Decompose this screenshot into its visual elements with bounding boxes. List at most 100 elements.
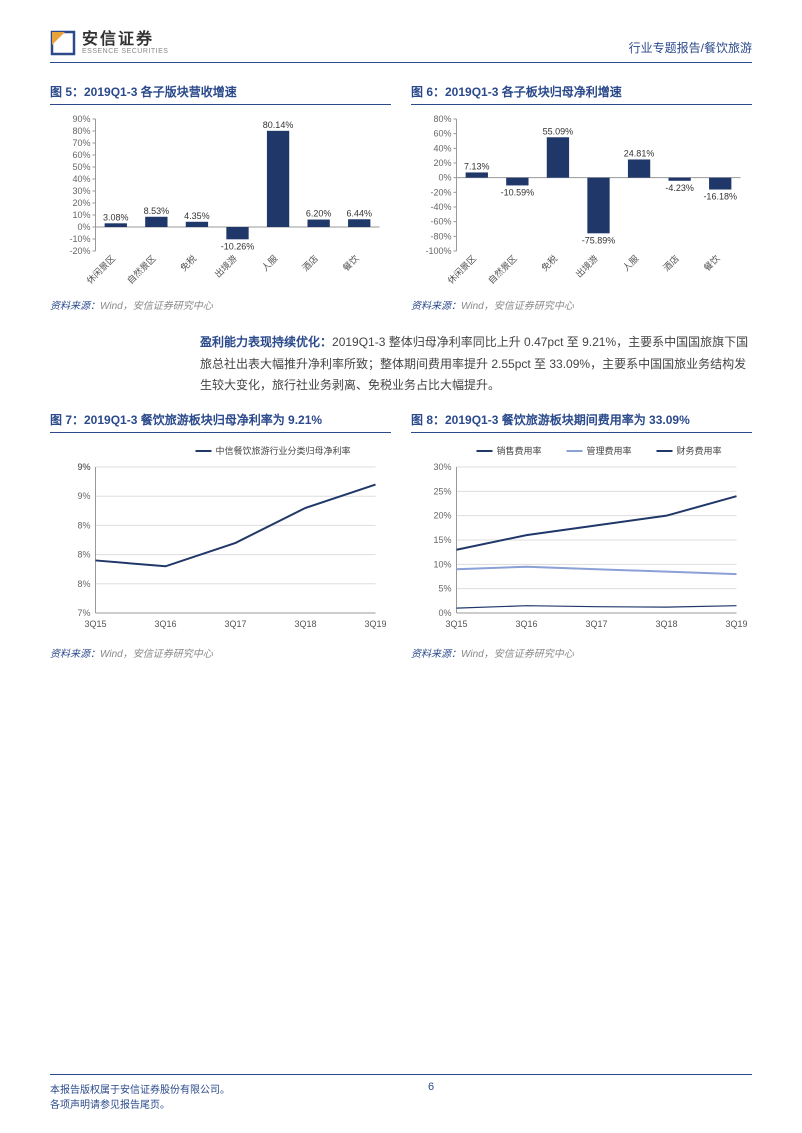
svg-text:餐饮: 餐饮 bbox=[701, 253, 722, 274]
svg-text:30%: 30% bbox=[433, 462, 451, 472]
chart6-block: 图 6：2019Q1-3 各子板块归母净利增速 -100% -80% -60% -40… bbox=[411, 83, 752, 312]
svg-text:4.35%: 4.35% bbox=[184, 211, 210, 221]
svg-text:出境游: 出境游 bbox=[212, 253, 239, 280]
svg-text:3Q17: 3Q17 bbox=[585, 619, 607, 629]
svg-text:15%: 15% bbox=[433, 535, 451, 545]
page-header: 安信证券 ESSENCE SECURITIES 行业专题报告/餐饮旅游 bbox=[50, 30, 752, 63]
chart6-area: -100% -80% -60% -40% -20% 0% 20% 40% 60% 80% 7.13%… bbox=[411, 111, 752, 291]
svg-text:80%: 80% bbox=[72, 126, 90, 136]
chart8-title: 图 8：2019Q1-3 餐饮旅游板块期间费用率为 33.09% bbox=[411, 411, 752, 433]
chart8-source: 资料来源：Wind，安信证券研究中心 bbox=[411, 645, 752, 660]
svg-text:人服: 人服 bbox=[621, 253, 641, 273]
analysis-paragraph: 盈利能力表现持续优化：2019Q1-3 整体归母净利率同比上升 0.47pct … bbox=[50, 318, 752, 411]
svg-text:3Q17: 3Q17 bbox=[224, 619, 246, 629]
svg-text:-100%: -100% bbox=[425, 246, 451, 256]
svg-text:出境游: 出境游 bbox=[573, 253, 600, 280]
page-footer: 本报告版权属于安信证券股份有限公司。 各项声明请参见报告尾页。 6 bbox=[50, 1074, 752, 1111]
svg-text:30%: 30% bbox=[72, 186, 90, 196]
svg-text:餐饮: 餐饮 bbox=[340, 253, 361, 274]
svg-text:20%: 20% bbox=[433, 158, 451, 168]
svg-text:60%: 60% bbox=[72, 150, 90, 160]
svg-text:6.44%: 6.44% bbox=[346, 208, 372, 218]
chart8-block: 图 8：2019Q1-3 餐饮旅游板块期间费用率为 33.09% 0%5%10%… bbox=[411, 411, 752, 660]
svg-text:酒店: 酒店 bbox=[661, 253, 682, 274]
svg-text:3Q18: 3Q18 bbox=[655, 619, 677, 629]
svg-text:60%: 60% bbox=[433, 129, 451, 139]
svg-text:免税: 免税 bbox=[178, 253, 199, 274]
svg-text:80%: 80% bbox=[433, 114, 451, 124]
svg-text:0%: 0% bbox=[438, 608, 451, 618]
svg-text:-10.59%: -10.59% bbox=[501, 187, 535, 197]
svg-text:-16.18%: -16.18% bbox=[703, 192, 737, 202]
brand-logo: 安信证券 ESSENCE SECURITIES bbox=[50, 30, 168, 56]
svg-text:7.13%: 7.13% bbox=[464, 161, 490, 171]
footer-line1: 本报告版权属于安信证券股份有限公司。 bbox=[50, 1081, 230, 1096]
svg-text:8.53%: 8.53% bbox=[144, 206, 170, 216]
chart6-source: 资料来源：Wind，安信证券研究中心 bbox=[411, 297, 752, 312]
logo-mark-icon bbox=[50, 30, 76, 56]
chart5-title: 图 5：2019Q1-3 各子版块营收增速 bbox=[50, 83, 391, 105]
svg-text:-4.23%: -4.23% bbox=[665, 183, 694, 193]
svg-text:24.81%: 24.81% bbox=[624, 148, 655, 158]
svg-text:40%: 40% bbox=[433, 143, 451, 153]
svg-text:-20%: -20% bbox=[430, 187, 451, 197]
svg-text:5%: 5% bbox=[438, 583, 451, 593]
svg-text:0%: 0% bbox=[77, 222, 90, 232]
svg-text:90%: 90% bbox=[72, 114, 90, 124]
svg-text:9%: 9% bbox=[77, 491, 90, 501]
svg-text:管理费用率: 管理费用率 bbox=[587, 445, 632, 456]
svg-text:9%: 9% bbox=[77, 462, 90, 472]
svg-text:3Q19: 3Q19 bbox=[725, 619, 747, 629]
svg-text:-20%: -20% bbox=[69, 246, 90, 256]
chart6-title: 图 6：2019Q1-3 各子板块归母净利增速 bbox=[411, 83, 752, 105]
svg-text:-40%: -40% bbox=[430, 202, 451, 212]
svg-text:7%: 7% bbox=[77, 608, 90, 618]
svg-text:3Q16: 3Q16 bbox=[515, 619, 537, 629]
svg-text:3Q15: 3Q15 bbox=[84, 619, 106, 629]
chart7-block: 图 7：2019Q1-3 餐饮旅游板块归母净利率为 9.21% 7% 8% 8% 8%… bbox=[50, 411, 391, 660]
svg-text:-75.89%: -75.89% bbox=[582, 235, 616, 245]
chart5-area: -20%-10%0%10%20%30%40%50%60%70%80%90%3.0… bbox=[50, 111, 391, 291]
svg-text:销售费用率: 销售费用率 bbox=[497, 445, 542, 456]
svg-text:8%: 8% bbox=[77, 579, 90, 589]
svg-text:80.14%: 80.14% bbox=[263, 120, 294, 130]
svg-text:中信餐饮旅游行业分类归母净利率: 中信餐饮旅游行业分类归母净利率 bbox=[216, 445, 351, 456]
svg-text:40%: 40% bbox=[72, 174, 90, 184]
svg-text:50%: 50% bbox=[72, 162, 90, 172]
svg-text:免税: 免税 bbox=[539, 253, 560, 274]
logo-cn-text: 安信证券 bbox=[82, 32, 168, 48]
svg-text:自然景区: 自然景区 bbox=[486, 253, 519, 286]
svg-text:财务费用率: 财务费用率 bbox=[677, 445, 722, 456]
svg-text:休闲景区: 休闲景区 bbox=[84, 253, 117, 286]
chart8-area: 0%5%10%15%20%25%30%3Q153Q163Q173Q183Q19销… bbox=[411, 439, 752, 639]
svg-text:20%: 20% bbox=[433, 510, 451, 520]
svg-text:8%: 8% bbox=[77, 520, 90, 530]
svg-text:自然景区: 自然景区 bbox=[125, 253, 158, 286]
logo-en-text: ESSENCE SECURITIES bbox=[82, 48, 168, 55]
paragraph-lead: 盈利能力表现持续优化： bbox=[200, 335, 332, 349]
svg-text:3Q19: 3Q19 bbox=[364, 619, 386, 629]
svg-text:10%: 10% bbox=[72, 210, 90, 220]
header-category: 行业专题报告/餐饮旅游 bbox=[629, 39, 752, 56]
chart5-block: 图 5：2019Q1-3 各子版块营收增速 -20%-10%0%10%20%30… bbox=[50, 83, 391, 312]
chart7-source: 资料来源：Wind，安信证券研究中心 bbox=[50, 645, 391, 660]
svg-text:25%: 25% bbox=[433, 486, 451, 496]
svg-text:8%: 8% bbox=[77, 549, 90, 559]
svg-text:-10.26%: -10.26% bbox=[221, 241, 255, 251]
svg-text:3Q15: 3Q15 bbox=[445, 619, 467, 629]
svg-text:3Q16: 3Q16 bbox=[154, 619, 176, 629]
svg-text:6.20%: 6.20% bbox=[306, 209, 332, 219]
svg-text:20%: 20% bbox=[72, 198, 90, 208]
svg-text:酒店: 酒店 bbox=[300, 253, 321, 274]
page-number: 6 bbox=[428, 1081, 434, 1093]
svg-text:-80%: -80% bbox=[430, 231, 451, 241]
footer-line2: 各项声明请参见报告尾页。 bbox=[50, 1096, 230, 1111]
chart7-title: 图 7：2019Q1-3 餐饮旅游板块归母净利率为 9.21% bbox=[50, 411, 391, 433]
svg-text:3.08%: 3.08% bbox=[103, 212, 129, 222]
svg-text:55.09%: 55.09% bbox=[543, 126, 574, 136]
svg-text:70%: 70% bbox=[72, 138, 90, 148]
svg-text:0%: 0% bbox=[438, 173, 451, 183]
svg-text:休闲景区: 休闲景区 bbox=[445, 253, 478, 286]
svg-text:-60%: -60% bbox=[430, 217, 451, 227]
svg-text:人服: 人服 bbox=[260, 253, 280, 273]
